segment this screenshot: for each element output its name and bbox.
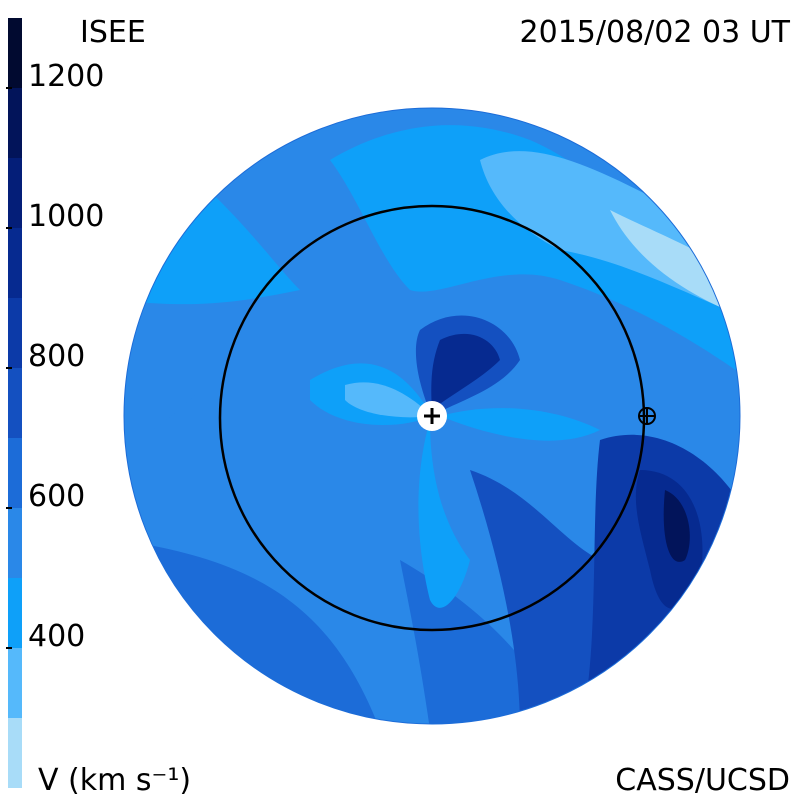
earth-marker — [639, 408, 655, 424]
field-region — [431, 333, 500, 410]
colorbar-band — [8, 88, 22, 158]
colorbar-band — [8, 18, 22, 88]
colorbar-tick-label: 800 — [28, 339, 85, 374]
credit: CASS/UCSD — [615, 763, 790, 798]
colorbar-band — [8, 158, 22, 228]
sun-marker — [424, 408, 440, 424]
field-region — [345, 382, 432, 418]
field-region — [330, 125, 740, 380]
field-region — [418, 420, 470, 608]
colorbar-tick-label: 1000 — [28, 199, 104, 234]
colorbar-tick-label: 600 — [28, 479, 85, 514]
title: ISEE — [80, 15, 146, 50]
timestamp: 2015/08/02 03 UT — [520, 15, 791, 50]
earth-orbit — [218, 204, 646, 632]
colorbar-band — [8, 578, 22, 648]
colorbar-band — [8, 438, 22, 508]
colorbar-band — [8, 298, 22, 368]
colorbar-band — [8, 508, 22, 578]
colorbar-tick-label: 1200 — [28, 59, 104, 94]
field-region — [663, 490, 690, 562]
colorbar-label: V (km s⁻¹) — [38, 763, 191, 798]
colorbar-band — [8, 368, 22, 438]
map-edge — [123, 107, 741, 725]
colorbar-band — [8, 718, 22, 788]
colorbar-band — [8, 648, 22, 718]
field-region — [440, 408, 600, 441]
colorbar-band — [8, 228, 22, 298]
colorbar: 400 600 800 1000 1200 — [6, 18, 104, 788]
colorbar-tick-label: 400 — [28, 619, 85, 654]
